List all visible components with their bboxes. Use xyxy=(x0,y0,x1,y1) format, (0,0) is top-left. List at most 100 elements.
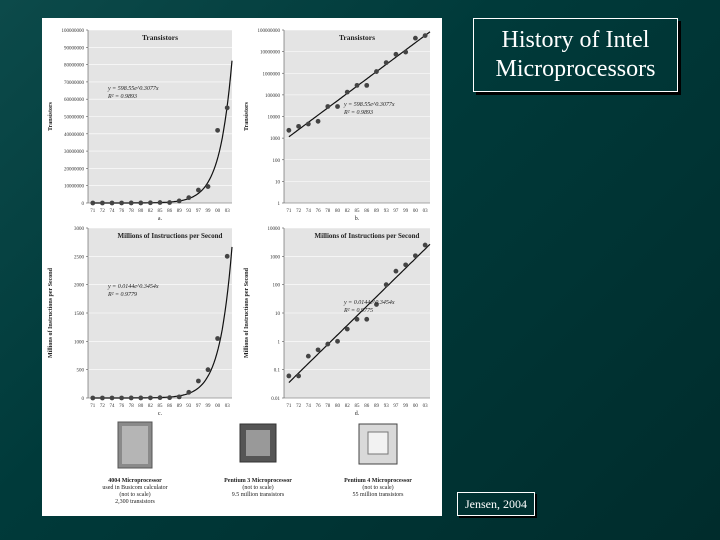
x-tick-label: 80 xyxy=(138,209,144,214)
x-tick-label: 93 xyxy=(186,209,192,214)
data-point xyxy=(374,302,379,307)
x-tick-label: 97 xyxy=(393,209,399,214)
x-tick-label: 00 xyxy=(215,404,221,409)
x-tick-label: 89 xyxy=(177,209,183,214)
x-tick-label: 99 xyxy=(206,209,212,214)
data-point xyxy=(403,49,409,55)
x-tick-label: 93 xyxy=(384,404,390,409)
data-point xyxy=(315,347,321,353)
x-tick-label: 93 xyxy=(384,209,390,214)
chip-pentium-4-die xyxy=(367,431,389,455)
x-tick-label: 71 xyxy=(90,209,96,214)
data-point xyxy=(344,326,350,332)
x-tick-label: 72 xyxy=(100,404,106,409)
caption: 4004 Microprocessor xyxy=(108,478,162,484)
data-point xyxy=(176,394,182,400)
data-point xyxy=(167,395,172,401)
trend-line xyxy=(288,31,431,138)
caption: 55 million transistors xyxy=(353,492,405,498)
y-axis-label: Millions of Instructions per Second xyxy=(48,267,54,358)
y-tick-label: 10000000 xyxy=(260,51,281,56)
x-tick-label: 82 xyxy=(345,209,351,214)
data-point xyxy=(325,104,331,109)
x-tick-label: 03 xyxy=(423,209,429,214)
x-tick-label: 97 xyxy=(393,404,399,409)
data-point xyxy=(403,262,409,268)
caption: (not to scale) xyxy=(362,484,393,491)
x-tick-label: 76 xyxy=(316,404,322,409)
x-tick-label: 80 xyxy=(335,404,341,409)
data-point xyxy=(176,198,182,204)
y-tick-label: 10000000 xyxy=(64,185,85,190)
y-tick-label: 1000 xyxy=(74,340,85,345)
y-tick-label: 70000000 xyxy=(64,81,85,86)
x-tick-label: 74 xyxy=(110,209,116,214)
y-tick-label: 1 xyxy=(278,340,281,345)
y-tick-label: 10 xyxy=(275,180,281,185)
x-tick-label: 76 xyxy=(316,209,322,214)
y-tick-label: 2500 xyxy=(74,255,85,260)
data-point xyxy=(354,82,360,88)
data-point xyxy=(128,395,134,401)
equation: y = 598.55e^0.3077x xyxy=(107,86,159,92)
x-tick-label: 80 xyxy=(335,209,341,214)
y-tick-label: 100000 xyxy=(265,94,281,99)
x-tick-label: 86 xyxy=(167,209,173,214)
y-tick-label: 100000000 xyxy=(258,29,281,34)
data-point xyxy=(157,200,163,205)
x-tick-label: 00 xyxy=(215,209,221,214)
x-tick-label: 76 xyxy=(119,404,125,409)
x-tick-label: 76 xyxy=(119,209,125,214)
y-tick-label: 1000000 xyxy=(263,72,281,77)
x-tick-label: 78 xyxy=(129,209,135,214)
y-tick-label: 1000 xyxy=(270,255,281,260)
y-tick-label: 60000000 xyxy=(64,98,85,103)
chart-title: Millions of Instructions per Second xyxy=(118,232,223,240)
x-tick-label: 00 xyxy=(413,404,419,409)
data-point xyxy=(186,195,192,201)
y-tick-label: 3000 xyxy=(74,227,85,232)
data-point xyxy=(286,373,292,379)
trend-line xyxy=(92,246,233,399)
y-tick-label: 0 xyxy=(82,202,85,207)
data-point xyxy=(224,105,230,111)
y-tick-label: 30000000 xyxy=(64,150,85,155)
data-point xyxy=(315,118,321,124)
x-tick-label: 89 xyxy=(374,209,380,214)
data-point xyxy=(196,378,201,384)
y-tick-label: 100000000 xyxy=(62,29,85,34)
data-point xyxy=(422,242,428,248)
data-point xyxy=(383,282,389,288)
data-point xyxy=(374,69,379,74)
x-tick-label: 80 xyxy=(138,404,144,409)
panel-letter: c. xyxy=(158,411,163,417)
x-tick-label: 74 xyxy=(110,404,116,409)
x-tick-label: 03 xyxy=(423,404,429,409)
x-tick-label: 03 xyxy=(225,209,231,214)
caption: (not to scale) xyxy=(242,484,273,491)
credit: Jensen, 2004 xyxy=(457,492,535,516)
x-tick-label: 78 xyxy=(325,404,331,409)
y-axis-label: Millions of Instructions per Second xyxy=(244,267,250,358)
x-tick-label: 78 xyxy=(325,209,331,214)
x-tick-label: 93 xyxy=(186,404,192,409)
y-tick-label: 50000000 xyxy=(64,116,85,121)
data-point xyxy=(422,33,428,39)
trend-line xyxy=(288,243,431,384)
x-tick-label: 72 xyxy=(296,404,302,409)
y-tick-label: 1000 xyxy=(270,137,281,142)
data-point xyxy=(383,60,389,66)
data-point xyxy=(393,268,399,274)
x-tick-label: 97 xyxy=(196,209,202,214)
x-tick-label: 85 xyxy=(158,209,164,214)
x-tick-label: 99 xyxy=(403,209,409,214)
caption: used in Busicom calculator xyxy=(102,485,167,491)
y-tick-label: 10 xyxy=(275,312,281,317)
data-point xyxy=(90,395,96,401)
chip-4004-die xyxy=(122,426,148,464)
x-tick-label: 71 xyxy=(286,209,292,214)
x-tick-label: 82 xyxy=(148,209,154,214)
data-point xyxy=(119,200,124,206)
y-tick-label: 500 xyxy=(77,369,85,374)
